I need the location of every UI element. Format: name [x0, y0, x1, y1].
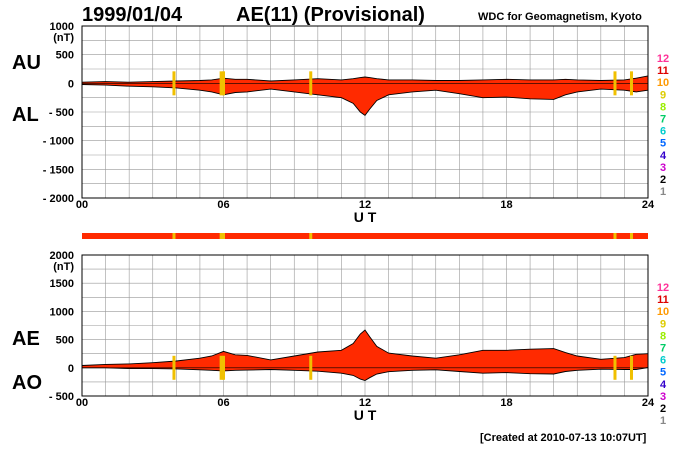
station-scale-label: 3 — [660, 391, 666, 403]
station-scale-label: 2 — [660, 403, 666, 415]
x-tick-label: 00 — [76, 397, 88, 409]
y-tick-label: - 2000 — [43, 193, 74, 205]
x-tick-label: 24 — [642, 199, 655, 211]
y-tick-label: - 500 — [49, 107, 74, 119]
y-tick-label: 1000 — [50, 21, 74, 33]
station-bar-mark — [172, 233, 176, 239]
x-axis-label: U T — [354, 209, 377, 225]
series-line-au — [81, 75, 649, 83]
station-bar-mark — [222, 233, 225, 239]
unit-label: (nT) — [53, 261, 74, 273]
station-scale-label: 4 — [660, 379, 667, 391]
station-scale-label: 12 — [657, 282, 669, 294]
station-scale-label: 3 — [660, 162, 666, 174]
series-line-al — [81, 84, 649, 117]
station-bar-mark — [219, 233, 223, 239]
station-scale-label: 10 — [657, 77, 669, 89]
al-label: AL — [12, 104, 39, 126]
station-bar-mark — [309, 233, 313, 239]
station-bar — [82, 233, 648, 239]
y-tick-label: - 1500 — [43, 164, 74, 176]
station-mark — [613, 355, 617, 380]
x-tick-label: 06 — [217, 397, 229, 409]
created-timestamp: [Created at 2010-07-13 10:07UT] — [480, 432, 647, 444]
station-scale-label: 11 — [657, 65, 669, 77]
station-mark — [172, 355, 176, 380]
panel-au-al: 1000 500 0 - 500 - 1000 - 1500 - 2000 (nT) 00 06 1… — [43, 21, 669, 225]
station-bar-mark — [613, 233, 617, 239]
station-scale-label: 10 — [657, 306, 669, 318]
station-scale-label: 7 — [660, 343, 666, 355]
station-scale-label: 1 — [660, 415, 666, 427]
ae-label: AE — [12, 328, 40, 350]
unit-label: (nT) — [53, 32, 74, 44]
y-tick-label: 0 — [68, 363, 74, 375]
station-scale-label: 12 — [657, 53, 669, 65]
date-label: 1999/01/04 — [82, 4, 183, 26]
station-mark — [629, 71, 633, 96]
chart-title: AE(11) (Provisional) — [236, 4, 425, 26]
y-tick-label: 0 — [68, 78, 74, 90]
series-line-ae — [81, 329, 649, 366]
x-tick-label: 06 — [217, 199, 229, 211]
station-scale-label: 6 — [660, 355, 666, 367]
station-scale-label: 5 — [660, 138, 666, 150]
station-mark — [613, 71, 617, 96]
station-scale-label: 8 — [660, 101, 666, 113]
station-scale-label: 5 — [660, 367, 666, 379]
station-mark — [219, 71, 223, 96]
source-label: WDC for Geomagnetism, Kyoto — [478, 11, 642, 23]
y-tick-label: 500 — [56, 335, 74, 347]
series-line-ao — [82, 367, 649, 381]
station-scale-label: 11 — [657, 294, 669, 306]
station-bar-mark — [629, 233, 633, 239]
station-scale-label: 4 — [660, 150, 667, 162]
x-tick-label: 00 — [76, 199, 88, 211]
station-scale-label: 6 — [660, 126, 666, 138]
station-scale-label: 9 — [660, 89, 666, 101]
y-tick-label: - 500 — [49, 391, 74, 403]
ao-label: AO — [12, 372, 42, 394]
x-tick-label: 12 — [359, 397, 371, 409]
station-mark — [172, 71, 176, 96]
station-mark — [222, 355, 225, 380]
station-scale-label: 2 — [660, 174, 666, 186]
x-tick-label: 18 — [500, 397, 512, 409]
x-tick-label: 24 — [642, 397, 655, 409]
y-tick-label: 1000 — [50, 306, 74, 318]
station-mark — [222, 71, 225, 96]
x-axis-label: U T — [354, 407, 377, 423]
station-scale-label: 9 — [660, 318, 666, 330]
plot-frame — [81, 25, 649, 199]
plot-frame — [81, 254, 649, 397]
y-tick-label: 2000 — [50, 250, 74, 262]
y-tick-label: - 1000 — [43, 136, 74, 148]
x-tick-label: 12 — [359, 199, 371, 211]
station-mark — [219, 355, 223, 380]
station-scale-label: 8 — [660, 330, 666, 342]
station-mark — [309, 71, 313, 96]
station-mark — [309, 355, 313, 380]
station-mark — [629, 355, 633, 380]
y-tick-label: 500 — [56, 50, 74, 62]
y-tick-label: 1500 — [50, 278, 74, 290]
station-bar-fill — [82, 233, 648, 239]
station-scale-label: 1 — [660, 186, 666, 198]
x-tick-label: 18 — [500, 199, 512, 211]
au-label: AU — [12, 52, 41, 74]
station-scale-label: 7 — [660, 114, 666, 126]
